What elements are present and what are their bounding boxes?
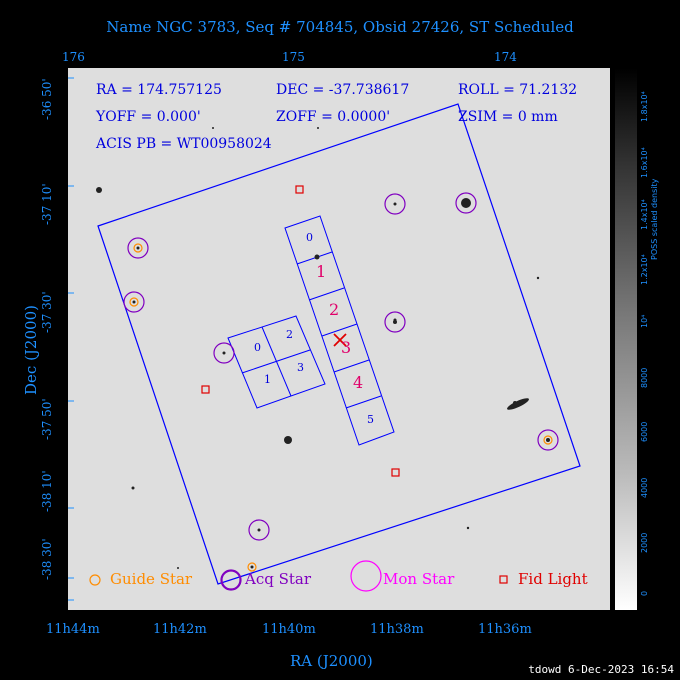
sky-field-plot: 0 2 1 3 0 1 2 3 4 5 RA = 174.757125 DEC … (68, 68, 610, 610)
field-overlay (68, 77, 581, 601)
acis-i3-label: 3 (297, 361, 304, 374)
acis-s-array (284, 215, 395, 446)
colorbar-tick-12000: 1.2x10⁴ (640, 254, 649, 285)
plot-title: Name NGC 3783, Seq # 704845, Obsid 27426… (106, 18, 574, 36)
legend-acq-label: Acq Star (245, 570, 312, 588)
left-tick-37-50: -37 50' (40, 398, 54, 440)
acq-star-7 (537, 429, 559, 451)
x-axis-label: RA (J2000) (290, 652, 373, 670)
acis-s3-label: 3 (341, 338, 352, 357)
fid-light-1 (295, 185, 304, 194)
guide-star-2 (129, 297, 139, 307)
acq-star-8 (248, 519, 270, 541)
acis-i2-label: 2 (286, 328, 293, 341)
acis-s0-label: 0 (306, 231, 313, 244)
acq-star-4 (455, 192, 477, 214)
bottom-tick-11h36m: 11h36m (478, 622, 532, 637)
colorbar-tick-2000: 2000 (640, 532, 649, 553)
left-tick-37-30: -37 30' (40, 291, 54, 333)
colorbar-tick-16000: 1.6x10⁴ (640, 147, 649, 178)
colorbar-tick-4000: 4000 (640, 477, 649, 498)
legend-fid-label: Fid Light (518, 570, 588, 588)
dec-readout: DEC = -37.738617 (276, 82, 410, 98)
zsim-readout: ZSIM = 0 mm (458, 109, 558, 125)
yoff-readout: YOFF = 0.000' (96, 109, 201, 125)
colorbar-tick-18000: 1.8x10⁴ (640, 91, 649, 122)
top-tick-175: 175 (282, 50, 305, 64)
colorbar-tick-8000: 8000 (640, 367, 649, 388)
bottom-tick-11h40m: 11h40m (262, 622, 316, 637)
colorbar-tick-14000: 1.4x10⁴ (640, 199, 649, 230)
fid-light-2 (201, 385, 210, 394)
roll-readout: ROLL = 71.2132 (458, 82, 578, 98)
acq-star-1 (127, 237, 149, 259)
acis-s2-label: 2 (329, 300, 340, 319)
fid-light-3 (391, 468, 400, 477)
zoff-readout: ZOFF = 0.0000' (276, 109, 391, 125)
acis-s4-label: 4 (353, 373, 364, 392)
acis-s1-label: 1 (316, 262, 327, 281)
top-tick-176: 176 (62, 50, 85, 64)
acis-i0-label: 0 (254, 341, 261, 354)
colorbar-tick-6000: 6000 (640, 421, 649, 442)
legend-guide-label: Guide Star (110, 570, 193, 588)
acis-pb-readout: ACIS PB = WT00958024 (96, 136, 272, 152)
guide-star-4 (247, 562, 257, 572)
bottom-tick-11h38m: 11h38m (370, 622, 424, 637)
acis-i-array (227, 315, 326, 409)
colorbar-tick-0: 0 (640, 590, 649, 596)
acq-star-5 (384, 311, 406, 333)
left-tick-36-50: -36 50' (40, 78, 54, 120)
footer-stamp: tdowd 6-Dec-2023 16:54 (528, 663, 674, 676)
left-tick-37-10: -37 10' (40, 183, 54, 225)
field-of-view-box (97, 103, 581, 585)
bottom-tick-11h44m: 11h44m (46, 622, 100, 637)
acq-star-6 (213, 342, 235, 364)
acis-i1-label: 1 (264, 373, 271, 386)
guide-star-3 (543, 435, 553, 445)
acq-star-9 (220, 569, 242, 591)
density-colorbar (615, 68, 637, 610)
colorbar-tick-10000: 10⁴ (640, 314, 649, 328)
left-tick-38-10: -38 10' (40, 470, 54, 512)
acq-star-3 (384, 193, 406, 215)
legend-mon-label: Mon Star (383, 570, 455, 588)
aimpoint-marker (333, 333, 347, 347)
left-tick-38-30: -38 30' (40, 538, 54, 580)
acis-s5-label: 5 (367, 413, 374, 426)
top-tick-174: 174 (494, 50, 517, 64)
colorbar-label: POSS scaled density (650, 178, 659, 260)
bottom-tick-11h42m: 11h42m (153, 622, 207, 637)
acq-star-2 (123, 291, 145, 313)
guide-star-1 (133, 243, 143, 253)
ra-readout: RA = 174.757125 (96, 82, 222, 98)
y-axis-label: Dec (J2000) (22, 305, 40, 395)
